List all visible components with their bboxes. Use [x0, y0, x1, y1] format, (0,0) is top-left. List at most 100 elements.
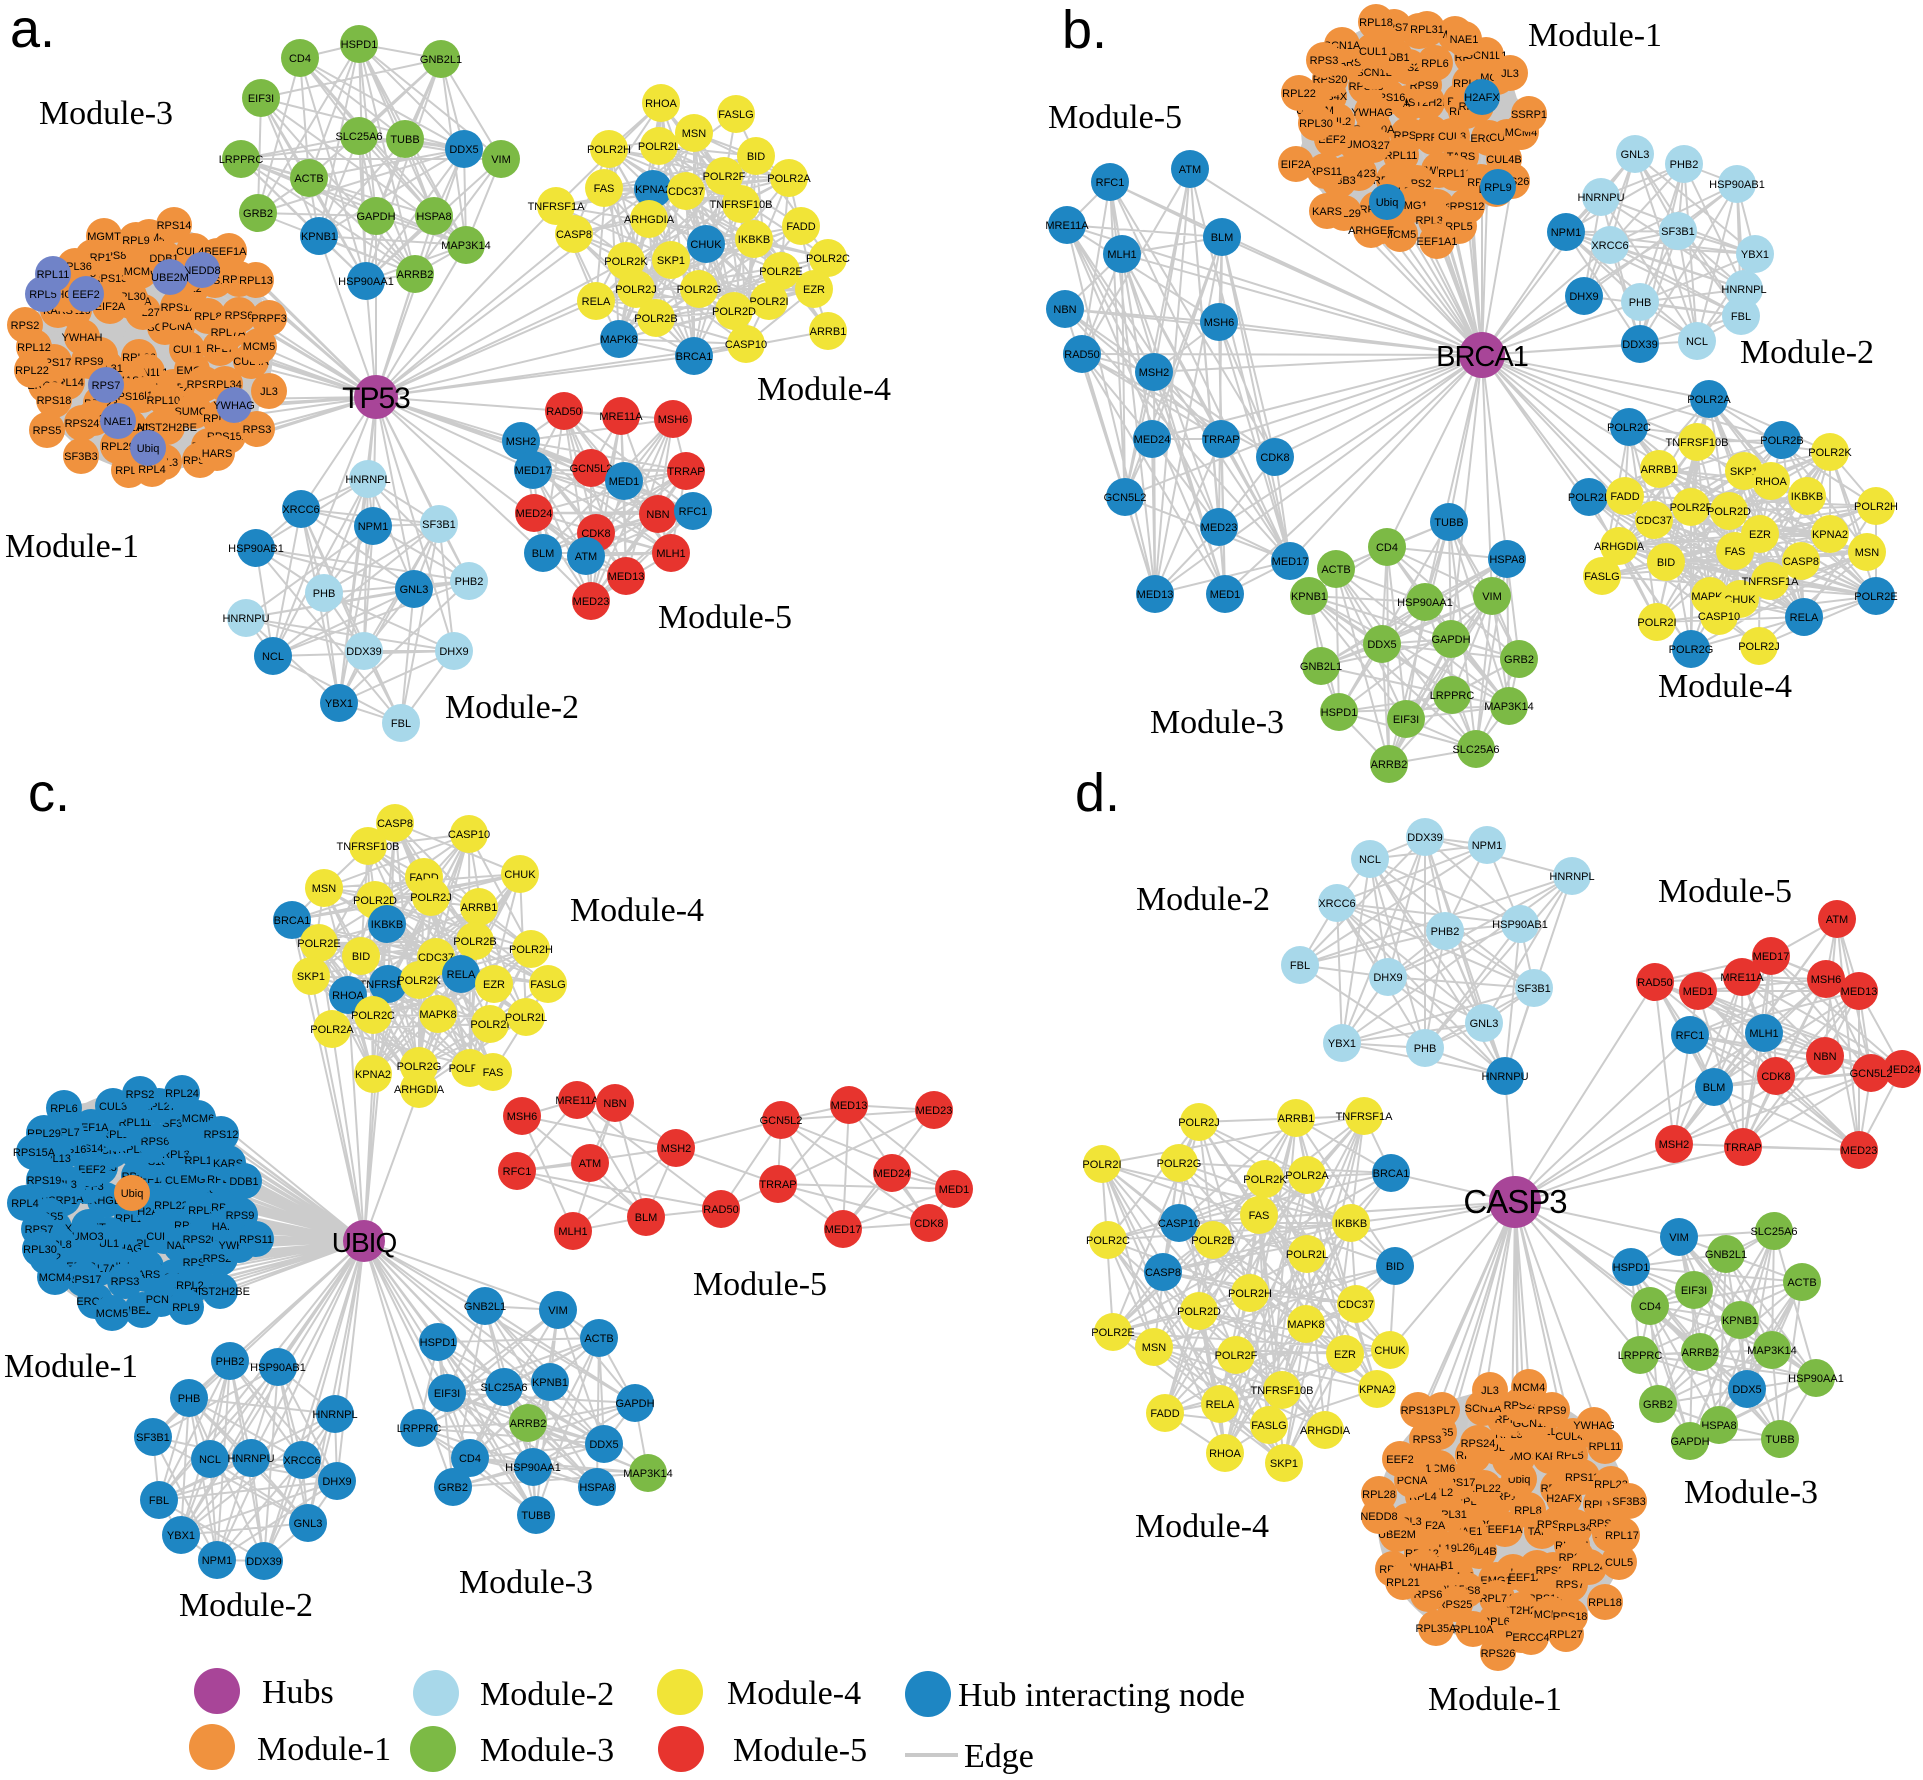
- svg-text:RFC1: RFC1: [1676, 1030, 1705, 1042]
- svg-text:RELA: RELA: [1790, 612, 1819, 624]
- svg-text:RPL21: RPL21: [1386, 1577, 1420, 1589]
- svg-text:DHX9: DHX9: [439, 646, 468, 658]
- svg-text:KPNA2: KPNA2: [1359, 1384, 1395, 1396]
- svg-text:HNRNPL: HNRNPL: [345, 474, 390, 486]
- svg-text:KPNA2: KPNA2: [355, 1069, 391, 1081]
- svg-text:Module-1: Module-1: [257, 1731, 391, 1768]
- svg-text:b.: b.: [1062, 0, 1107, 60]
- svg-text:TNFRSF10B: TNFRSF10B: [337, 841, 400, 853]
- svg-text:SF3B1: SF3B1: [1661, 226, 1695, 238]
- svg-text:KPNA2: KPNA2: [635, 184, 671, 196]
- svg-text:MAP3K14: MAP3K14: [1484, 701, 1534, 713]
- svg-text:BID: BID: [1386, 1261, 1404, 1273]
- svg-text:CASP8: CASP8: [1783, 556, 1819, 568]
- svg-text:FBL: FBL: [1731, 311, 1751, 323]
- svg-text:POLR2E: POLR2E: [1091, 1327, 1134, 1339]
- svg-text:EIF3I: EIF3I: [1393, 714, 1419, 726]
- svg-text:Hub interacting node: Hub interacting node: [958, 1677, 1245, 1714]
- svg-text:POLR2E: POLR2E: [1854, 591, 1897, 603]
- svg-text:SLC25A6: SLC25A6: [1750, 1226, 1797, 1238]
- svg-text:EEF1A1: EEF1A1: [1417, 236, 1458, 248]
- svg-text:RPL11: RPL11: [119, 1117, 152, 1129]
- svg-text:RPS6: RPS6: [1414, 1589, 1443, 1601]
- svg-text:CUL5: CUL5: [1605, 1557, 1633, 1569]
- svg-text:FADD: FADD: [1150, 1408, 1179, 1420]
- svg-text:PHB2: PHB2: [455, 576, 484, 588]
- svg-text:ARHGDIA: ARHGDIA: [1300, 1425, 1351, 1437]
- svg-text:RPL17: RPL17: [1605, 1530, 1639, 1542]
- svg-text:Module-3: Module-3: [480, 1732, 614, 1769]
- svg-text:SLC25A6: SLC25A6: [1452, 744, 1499, 756]
- svg-text:LRPPRC: LRPPRC: [397, 1423, 442, 1435]
- svg-text:HNRNPL: HNRNPL: [1549, 871, 1594, 883]
- svg-text:KARS: KARS: [1312, 206, 1342, 218]
- svg-text:BID: BID: [1657, 557, 1675, 569]
- svg-text:EIF3I: EIF3I: [248, 93, 274, 105]
- svg-text:POLR2F: POLR2F: [1215, 1350, 1258, 1362]
- svg-text:RHOA: RHOA: [1209, 1448, 1241, 1460]
- svg-text:NCL: NCL: [1359, 854, 1381, 866]
- svg-text:CD4: CD4: [289, 53, 311, 65]
- svg-text:POLR2K: POLR2K: [397, 975, 441, 987]
- svg-text:POLR2K: POLR2K: [1808, 447, 1852, 459]
- svg-text:NPM1: NPM1: [202, 1555, 233, 1567]
- svg-text:SKP1: SKP1: [1730, 466, 1758, 478]
- svg-text:XRCC6: XRCC6: [283, 1455, 320, 1467]
- svg-text:RPS3: RPS3: [1413, 1434, 1442, 1446]
- svg-text:POLR2J: POLR2J: [410, 892, 452, 904]
- svg-text:HNRNPL: HNRNPL: [312, 1409, 357, 1421]
- svg-text:POLR2I: POLR2I: [470, 1019, 509, 1031]
- svg-text:EZR: EZR: [803, 284, 825, 296]
- svg-text:BRCA1: BRCA1: [274, 915, 311, 927]
- svg-text:POLR2K: POLR2K: [604, 256, 648, 268]
- svg-text:EEF2: EEF2: [78, 1164, 106, 1176]
- svg-text:PCNA: PCNA: [162, 321, 193, 333]
- svg-text:TNFRSF1A: TNFRSF1A: [1336, 1111, 1394, 1123]
- svg-text:SKP1: SKP1: [297, 971, 325, 983]
- svg-text:GRB2: GRB2: [1643, 1399, 1673, 1411]
- svg-text:HIST2H2BE: HIST2H2BE: [1397, 97, 1457, 109]
- svg-text:VIM: VIM: [491, 154, 511, 166]
- svg-text:EIF3I: EIF3I: [1681, 1285, 1707, 1297]
- svg-text:MED1: MED1: [1683, 986, 1714, 998]
- svg-text:HSPD1: HSPD1: [420, 1337, 457, 1349]
- svg-text:Edge: Edge: [964, 1738, 1034, 1775]
- svg-text:EIF2A: EIF2A: [95, 301, 126, 313]
- svg-text:GAPDH: GAPDH: [1431, 634, 1470, 646]
- svg-text:POLR2A: POLR2A: [310, 1024, 354, 1036]
- svg-text:Ubiq: Ubiq: [1376, 197, 1399, 209]
- svg-text:CUL4B: CUL4B: [1486, 154, 1521, 166]
- svg-text:FASLG: FASLG: [718, 109, 753, 121]
- svg-text:RPL5: RPL5: [1445, 221, 1473, 233]
- svg-text:NCL: NCL: [199, 1454, 221, 1466]
- svg-text:MSN: MSN: [1855, 547, 1880, 559]
- svg-text:MCM5: MCM5: [96, 1308, 128, 1320]
- svg-text:RELA: RELA: [1206, 1399, 1235, 1411]
- svg-text:MGMT: MGMT: [87, 231, 121, 243]
- svg-text:POLR2H: POLR2H: [1228, 1288, 1272, 1300]
- svg-text:KPNB1: KPNB1: [1722, 1315, 1758, 1327]
- svg-text:POLR2L: POLR2L: [1568, 492, 1610, 504]
- svg-text:RPL18: RPL18: [1359, 17, 1393, 29]
- svg-text:MSH6: MSH6: [658, 414, 689, 426]
- svg-text:HARS: HARS: [202, 448, 233, 460]
- svg-text:POLR2J: POLR2J: [1178, 1117, 1220, 1129]
- svg-text:UBIQ: UBIQ: [332, 1227, 397, 1258]
- svg-text:RPL6: RPL6: [1421, 58, 1449, 70]
- svg-text:MCM6: MCM6: [182, 1113, 214, 1125]
- svg-text:POLR2F: POLR2F: [703, 171, 746, 183]
- svg-text:TNFRSF10B: TNFRSF10B: [1251, 1385, 1314, 1397]
- svg-text:NBN: NBN: [1053, 304, 1076, 316]
- svg-text:MSH6: MSH6: [507, 1111, 538, 1123]
- svg-text:MSH2: MSH2: [1139, 367, 1170, 379]
- svg-text:CASP3: CASP3: [1463, 1183, 1566, 1220]
- svg-text:ACTB: ACTB: [1787, 1277, 1816, 1289]
- svg-text:Module-1: Module-1: [4, 1348, 138, 1385]
- svg-text:Module-2: Module-2: [480, 1676, 614, 1713]
- svg-text:MLH1: MLH1: [656, 548, 685, 560]
- svg-text:FASLG: FASLG: [530, 979, 565, 991]
- svg-text:TRRAP: TRRAP: [1202, 434, 1239, 446]
- svg-text:RPL29: RPL29: [101, 441, 135, 453]
- svg-text:KPNA2: KPNA2: [1812, 529, 1848, 541]
- svg-text:POLR2A: POLR2A: [1285, 1170, 1329, 1182]
